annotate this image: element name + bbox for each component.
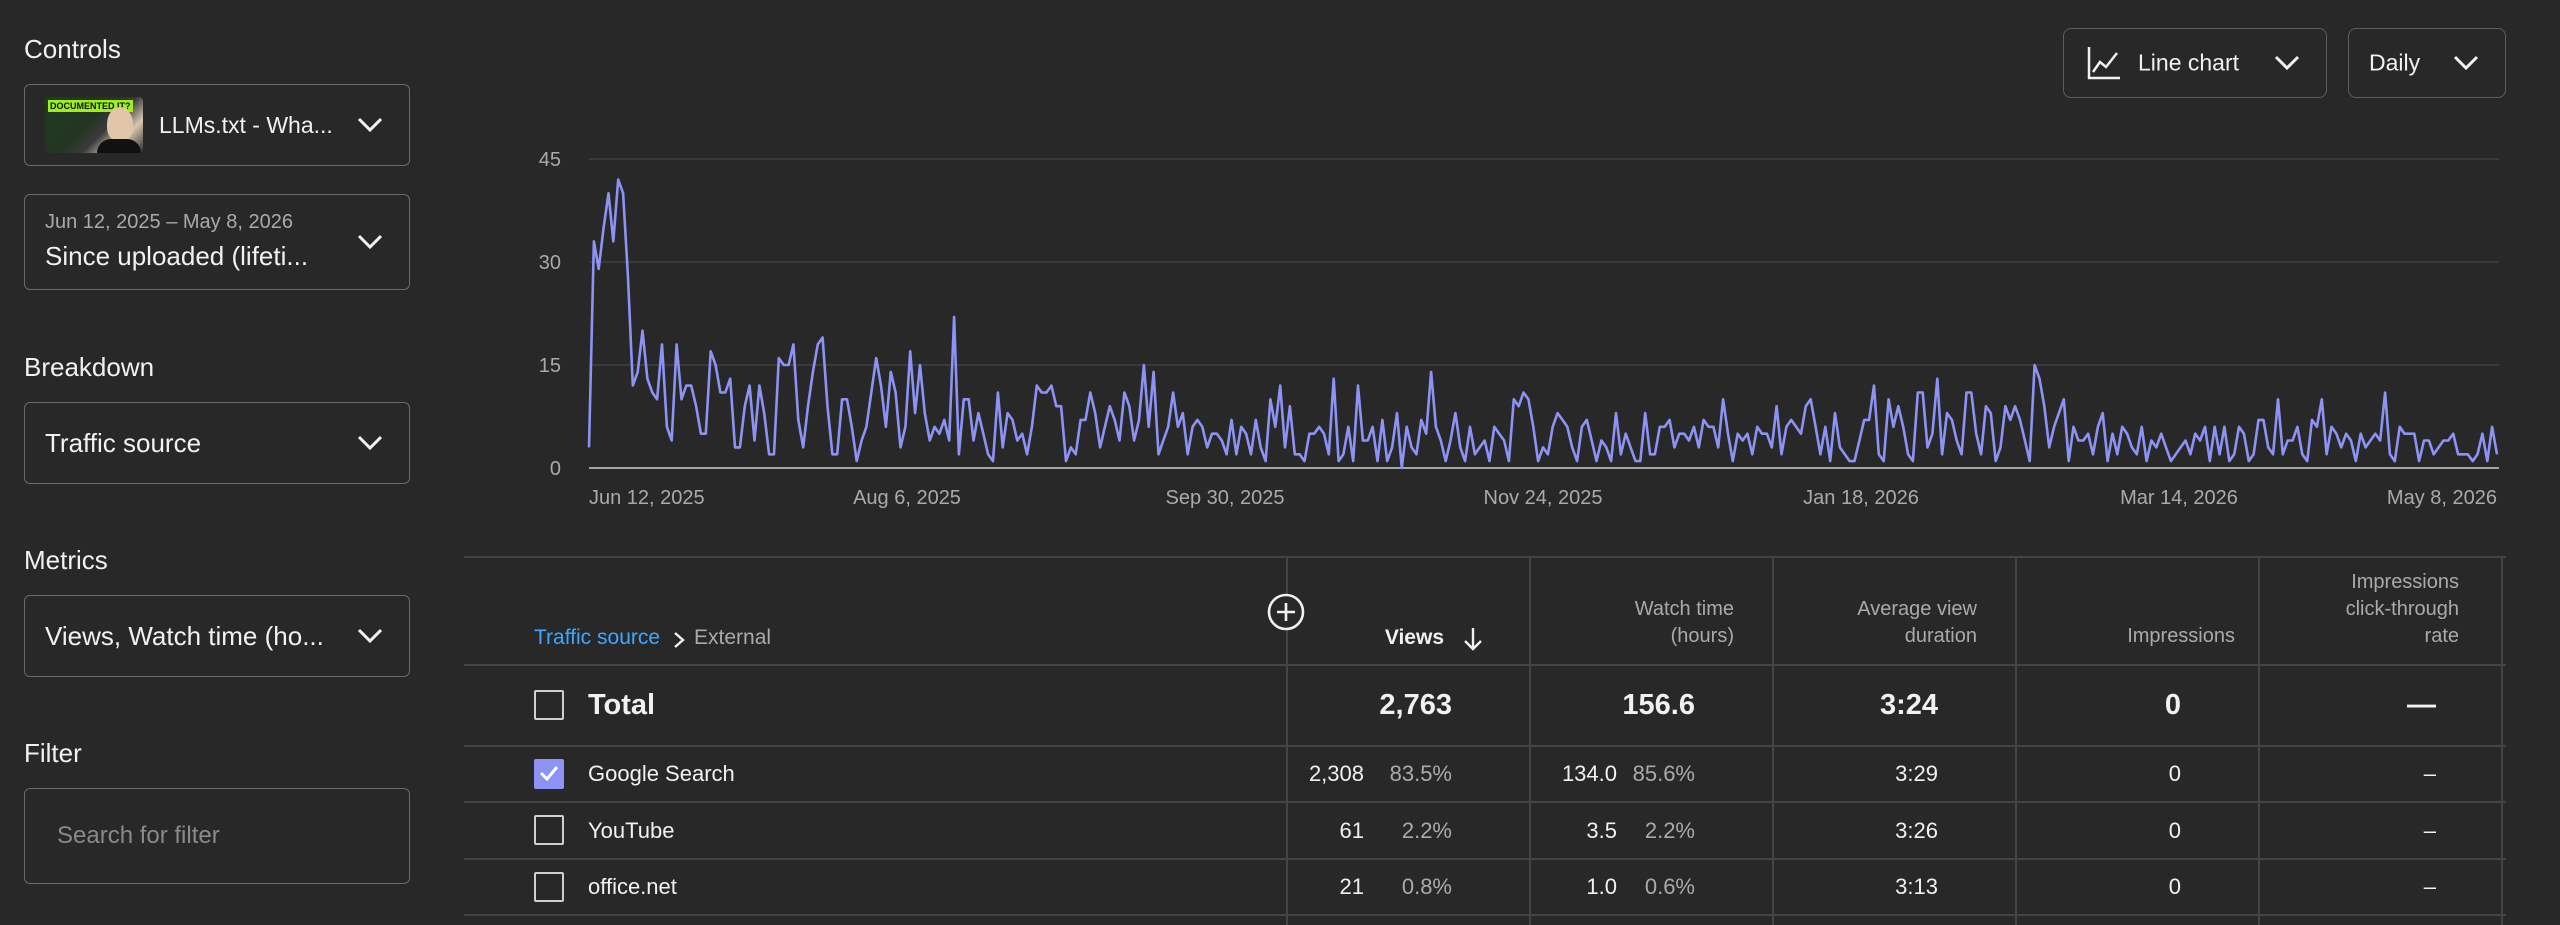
filter-title: Filter <box>24 738 82 768</box>
row-watch-time: 134.0 <box>1561 761 1617 786</box>
header-watch-time-line1: Watch time <box>1634 598 1734 620</box>
total-label: Total <box>588 689 656 721</box>
sort-descending-icon[interactable] <box>1462 626 1484 652</box>
chart-gridlines <box>589 158 2499 469</box>
row-checkbox[interactable] <box>534 759 564 789</box>
header-impressions[interactable]: Impressions <box>2127 625 2235 647</box>
views-series-line <box>587 178 2499 470</box>
chevron-down-icon <box>357 234 383 250</box>
x-tick-label: May 8, 2026 <box>2387 487 2497 509</box>
x-tick-label: Mar 14, 2026 <box>2120 487 2238 509</box>
chevron-down-icon <box>2453 55 2479 71</box>
video-selector[interactable]: DOCUMENTED IT? LLMs.txt - Wha... <box>24 84 410 166</box>
row-watch-time: 1.0 <box>1586 874 1617 899</box>
metrics-value: Views, Watch time (ho... <box>45 621 324 651</box>
chart-type-selector[interactable]: Line chart <box>2063 28 2327 98</box>
header-watch-time-line2: (hours) <box>1670 625 1734 647</box>
row-views-pct: 83.5% <box>1389 761 1452 786</box>
row-impressions: 0 <box>2168 874 2181 899</box>
row-views-pct: 0.8% <box>1401 874 1452 899</box>
breakdown-selector[interactable]: Traffic source <box>24 402 410 484</box>
chevron-down-icon <box>357 435 383 451</box>
total-checkbox[interactable] <box>534 690 564 720</box>
row-impressions: 0 <box>2168 818 2181 843</box>
interval-selector[interactable]: Daily <box>2348 28 2506 98</box>
date-range-dates: Jun 12, 2025 – May 8, 2026 <box>45 211 293 233</box>
chevron-down-icon <box>2274 55 2300 71</box>
date-range-label: Since uploaded (lifeti... <box>45 241 309 271</box>
row-avd: 3:13 <box>1895 874 1938 899</box>
header-ctr-line1: Impressions <box>2351 571 2459 593</box>
y-axis-ticks: 0 15 30 45 <box>539 149 561 480</box>
y-tick-label: 30 <box>539 252 561 274</box>
chevron-down-icon <box>357 117 383 133</box>
row-label: office.net <box>588 874 677 899</box>
header-avd-line1: Average view <box>1857 598 1977 620</box>
row-watch-pct: 85.6% <box>1632 761 1695 786</box>
add-metric-icon[interactable] <box>1266 592 1306 632</box>
row-label: Google Search <box>588 761 735 786</box>
breadcrumb-traffic-source-link[interactable]: Traffic source <box>534 626 661 649</box>
total-impressions: 0 <box>2164 689 2181 721</box>
video-thumbnail: DOCUMENTED IT? <box>45 97 143 153</box>
header-ctr-line2: click-through <box>2345 598 2459 620</box>
x-tick-label: Nov 24, 2025 <box>1484 487 1603 509</box>
row-watch-pct: 0.6% <box>1644 874 1695 899</box>
video-title: LLMs.txt - Wha... <box>159 112 333 138</box>
chevron-down-icon <box>357 628 383 644</box>
row-views: 61 <box>1339 818 1364 843</box>
x-tick-label: Jan 18, 2026 <box>1803 487 1919 509</box>
x-tick-label: Sep 30, 2025 <box>1166 487 1285 509</box>
line-chart-icon <box>2087 47 2120 80</box>
row-ctr: – <box>2423 874 2436 899</box>
filter-search-input[interactable] <box>24 788 410 884</box>
row-ctr: – <box>2423 761 2436 786</box>
total-views: 2,763 <box>1379 689 1452 721</box>
breakdown-title: Breakdown <box>24 352 155 382</box>
row-label: YouTube <box>588 818 675 843</box>
row-watch-time: 3.5 <box>1586 818 1617 843</box>
chart-type-label: Line chart <box>2138 49 2240 76</box>
x-tick-label: Jun 12, 2025 <box>589 487 705 509</box>
thumbnail-badge: DOCUMENTED IT? <box>48 100 133 112</box>
row-checkbox[interactable] <box>534 815 564 845</box>
breakdown-value: Traffic source <box>45 428 202 458</box>
date-range-selector[interactable]: Jun 12, 2025 – May 8, 2026 Since uploade… <box>24 194 410 290</box>
header-ctr-line3: rate <box>2424 625 2459 647</box>
total-watch-time: 156.6 <box>1622 689 1695 721</box>
interval-label: Daily <box>2369 49 2421 76</box>
row-impressions: 0 <box>2168 761 2181 786</box>
row-ctr: – <box>2423 818 2436 843</box>
metrics-selector[interactable]: Views, Watch time (ho... <box>24 595 410 677</box>
row-watch-pct: 2.2% <box>1644 818 1695 843</box>
checkmark-icon <box>539 766 559 781</box>
x-tick-label: Aug 6, 2025 <box>853 487 961 509</box>
row-checkbox[interactable] <box>534 872 564 902</box>
metrics-title: Metrics <box>24 545 108 575</box>
x-axis-ticks: Jun 12, 2025 Aug 6, 2025 Sep 30, 2025 Nov 2… <box>589 487 2497 509</box>
y-tick-label: 45 <box>539 149 561 171</box>
chevron-right-icon <box>674 632 685 648</box>
row-views: 2,308 <box>1308 761 1364 786</box>
row-views-pct: 2.2% <box>1401 818 1452 843</box>
traffic-source-table: Traffic source External Views Watch time… <box>464 556 2560 925</box>
header-views[interactable]: Views <box>1384 626 1444 649</box>
controls-sidebar: Controls DOCUMENTED IT? LLMs.txt - Wha..… <box>0 0 440 925</box>
row-views: 21 <box>1339 874 1364 899</box>
y-tick-label: 15 <box>539 355 561 377</box>
row-avd: 3:29 <box>1895 761 1938 786</box>
row-avd: 3:26 <box>1895 818 1938 843</box>
total-avd: 3:24 <box>1879 689 1938 721</box>
breadcrumb-current: External <box>694 626 772 649</box>
controls-title: Controls <box>24 34 121 64</box>
y-tick-label: 0 <box>550 458 561 480</box>
header-avd-line2: duration <box>1904 625 1977 647</box>
total-ctr: — <box>2407 689 2436 721</box>
